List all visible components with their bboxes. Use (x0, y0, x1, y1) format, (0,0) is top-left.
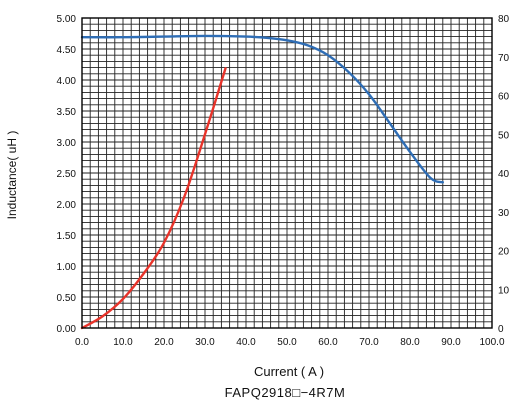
y-tick-label: 3.50 (57, 107, 77, 118)
y-tick-label: 1.00 (57, 262, 77, 273)
x-tick-label: 50.0 (277, 337, 297, 348)
x-tick-label: 30.0 (195, 337, 215, 348)
y-tick-label: 0.50 (57, 293, 77, 304)
y2-tick-label: 40 (498, 169, 509, 180)
y-tick-label: 5.00 (57, 14, 77, 25)
x-axis-label: Current ( A ) (254, 364, 324, 379)
y2-tick-label: 70 (498, 53, 509, 64)
x-tick-label: 0.0 (75, 337, 89, 348)
y2-tick-label: 0 (498, 324, 504, 335)
x-tick-label: 20.0 (154, 337, 174, 348)
y2-tick-label: 10 (498, 285, 509, 296)
y-tick-label: 3.00 (57, 138, 77, 149)
y2-tick-label: 20 (498, 247, 509, 258)
y-tick-label: 0.00 (57, 324, 77, 335)
x-tick-label: 10.0 (113, 337, 133, 348)
y-tick-label: 4.50 (57, 45, 77, 56)
x-tick-label: 90.0 (441, 337, 461, 348)
x-tick-label: 80.0 (400, 337, 420, 348)
x-tick-label: 100.0 (479, 337, 504, 348)
chart-title: FAPQ2918□−4R7M (225, 385, 346, 400)
x-tick-label: 70.0 (359, 337, 379, 348)
y2-tick-label: 60 (498, 92, 509, 103)
x-tick-label: 60.0 (318, 337, 338, 348)
y-tick-label: 1.50 (57, 231, 77, 242)
y2-tick-label: 30 (498, 208, 509, 219)
y-tick-label: 4.00 (57, 76, 77, 87)
y2-tick-label: 80 (498, 14, 509, 25)
x-tick-label: 40.0 (236, 337, 256, 348)
y2-tick-label: 50 (498, 130, 509, 141)
y-tick-label: 2.00 (57, 200, 77, 211)
y-axis-label: Inductance( uH ) (5, 131, 19, 220)
grid-layer (82, 18, 492, 328)
y-tick-label: 2.50 (57, 169, 77, 180)
